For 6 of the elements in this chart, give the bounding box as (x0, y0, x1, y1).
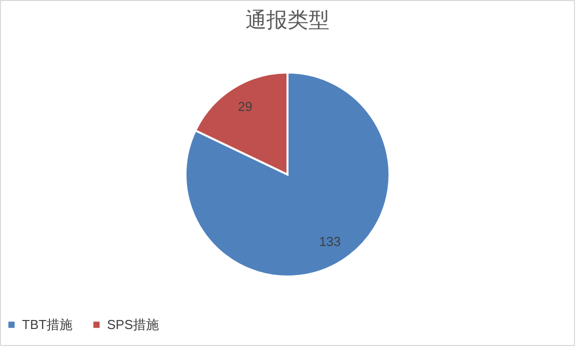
legend-label: TBT措施 (22, 316, 73, 332)
data-label: 133 (319, 234, 341, 249)
data-label: 29 (238, 99, 252, 114)
legend-label: SPS措施 (107, 316, 160, 332)
pie-slice (184, 72, 390, 278)
chart-title: 通报类型 (246, 9, 330, 32)
